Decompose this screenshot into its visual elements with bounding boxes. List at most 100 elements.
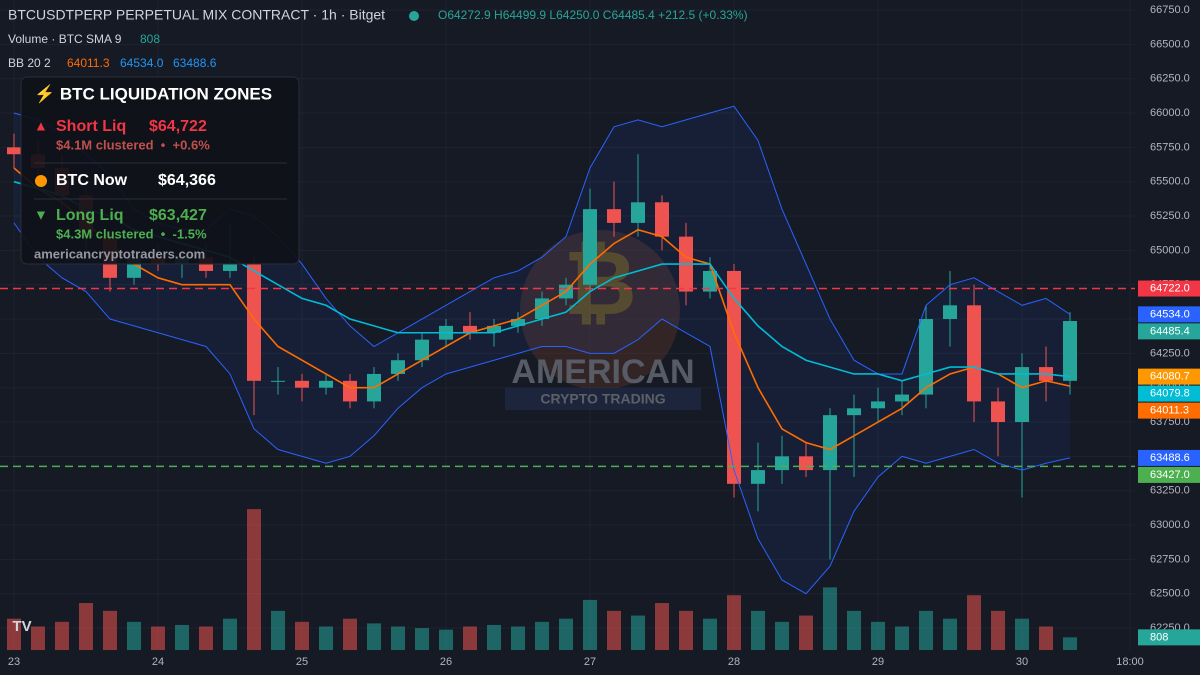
price-tag [1138,466,1200,483]
price-tag [1138,449,1200,466]
y-tick-label: 65500.0 [1150,176,1190,188]
volume-bar [510,626,525,650]
liquidation-card: ⚡ BTC LIQUIDATION ZONES ▲ Short Liq $64,… [20,76,300,265]
candle-body [847,408,862,416]
volume-bar [270,610,285,650]
volume-legend: Volume · BTC SMA 9 [8,32,122,46]
price-tag [1138,323,1200,340]
candle-body [919,319,934,395]
volume-bar [198,626,213,650]
volume-bar [486,624,501,650]
volume-bar [438,629,453,650]
long-price: $63,427 [149,207,207,224]
volume-bar [727,595,742,650]
plot [0,105,1135,650]
now-name: BTC Now [56,172,128,189]
volume-bar [607,610,622,650]
volume-bar [775,621,790,650]
candle-body [991,401,1006,423]
volume-bar [871,621,886,650]
ohlc: O64272.9 H64499.9 L64250.0 C64485.4 +212… [438,8,748,22]
volume-bar [799,615,814,650]
volume-bar [342,618,357,650]
volume-bar [991,610,1006,650]
candle-body [222,264,237,271]
candle-body [294,380,309,388]
y-tick-label: 63750.0 [1150,416,1190,428]
x-tick-label: 25 [296,656,308,668]
price-tag-label: 64485.4 [1150,325,1190,337]
tv-logo: TV [12,618,31,635]
volume-bar [679,610,694,650]
candle-body [583,209,598,285]
card-title: ⚡ BTC LIQUIDATION ZONES [34,83,272,104]
volume-bar [78,603,93,650]
price-tag-label: 64534.0 [1150,308,1190,320]
volume-bar [102,610,117,650]
symbol: BTCUSDTPERP PERPETUAL MIX CONTRACT · 1h … [8,7,385,23]
down-icon: ▼ [34,207,48,223]
card-site: americancryptotraders.com [34,246,205,261]
price-tag-label: 64080.7 [1150,371,1190,383]
volume-bar [150,626,165,650]
candle-body [655,202,670,237]
x-tick-label: 24 [152,656,164,668]
watermark-subtitle: CRYPTO TRADING [540,391,665,407]
volume-tag [1138,629,1200,646]
volume-bar [655,603,670,650]
x-tick-label: 30 [1016,656,1028,668]
y-tick-label: 65000.0 [1150,244,1190,256]
candle-body [775,456,790,471]
candle-body [631,202,646,223]
volume-bar [751,610,766,650]
bb-legend: BB 20 2 [8,56,51,70]
card-bg [20,76,300,265]
up-icon: ▲ [34,118,48,134]
now-price: $64,366 [158,172,216,189]
volume-bar [174,624,189,650]
y-tick-label: 62500.0 [1150,588,1190,600]
status-dot [409,11,419,21]
candle-body [342,380,357,402]
price-tag-label: 64011.3 [1150,405,1189,417]
volume-bar [703,618,718,650]
volume-bar [318,626,333,650]
candle-body [6,147,21,155]
short-note: $4.1M clustered • +0.6% [56,137,210,152]
y-tick-label: 66500.0 [1150,38,1190,50]
watermark-coin: ₿ [563,234,636,334]
price-tag [1138,402,1200,419]
candle-body [943,305,958,320]
volume-bar [414,628,429,650]
watermark-title: AMERICAN [511,353,694,391]
price-tag-label: 63427.0 [1150,469,1190,481]
volume-bar [823,587,838,650]
long-name: Long Liq [56,207,124,224]
short-price: $64,722 [149,118,207,135]
volume-bar [1063,637,1078,650]
price-tag-label: 63488.6 [1150,452,1190,464]
volume-bar [366,623,381,650]
candle-body [607,209,622,223]
volume-bar [54,621,69,650]
candle-body [462,325,477,333]
price-tag [1138,280,1200,297]
y-tick-label: 65750.0 [1150,141,1190,153]
indicator-line [13,167,1071,451]
x-tick-label: 26 [440,656,452,668]
volume-legend-value: 808 [140,32,160,46]
volume-bar [847,610,862,650]
price-tag [1138,385,1200,402]
x-tick-label: 18:00 [1116,656,1144,668]
price-tag-label: 64722.0 [1150,282,1190,294]
indicator-line [13,222,1071,595]
volume-bar [631,615,646,650]
y-tick-label: 65250.0 [1150,210,1190,222]
volume-bar [30,626,45,650]
price-tag [1138,368,1200,385]
volume-bar [583,599,598,650]
candle-body [823,415,838,471]
x-tick-label: 29 [872,656,884,668]
candle-body [510,319,525,326]
